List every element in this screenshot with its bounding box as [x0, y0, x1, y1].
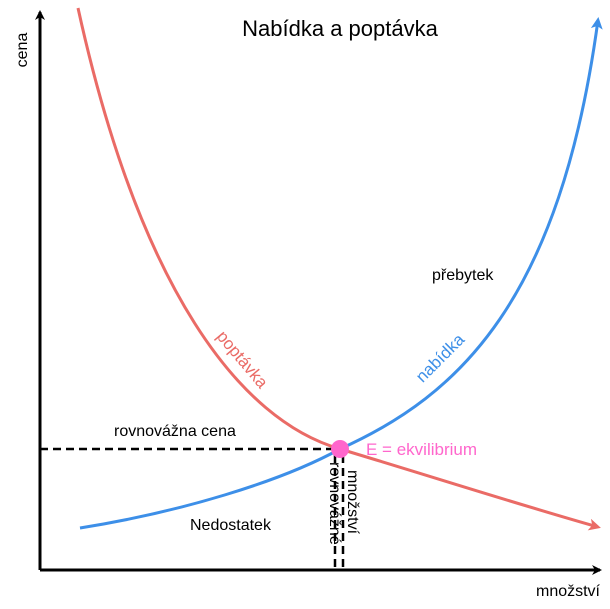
- demand-curve: [76, 7, 601, 531]
- quantity-label: množství: [344, 470, 361, 535]
- supply-label: nabídka: [412, 330, 469, 387]
- shortage-label: Nedostatek: [190, 517, 272, 534]
- equilibrium-point: [331, 440, 349, 458]
- title: Nabídka a poptávka: [242, 16, 438, 41]
- supply-curve: [79, 17, 603, 530]
- quantity-label: rovnovážné: [326, 462, 343, 545]
- equilibrium-label: E = ekvilibrium: [366, 440, 477, 459]
- y-axis-label: cena: [14, 33, 31, 68]
- x-axis-label: množství: [536, 583, 601, 600]
- surplus-label: přebytek: [432, 267, 494, 284]
- price-label: rovnovážna cena: [114, 423, 236, 440]
